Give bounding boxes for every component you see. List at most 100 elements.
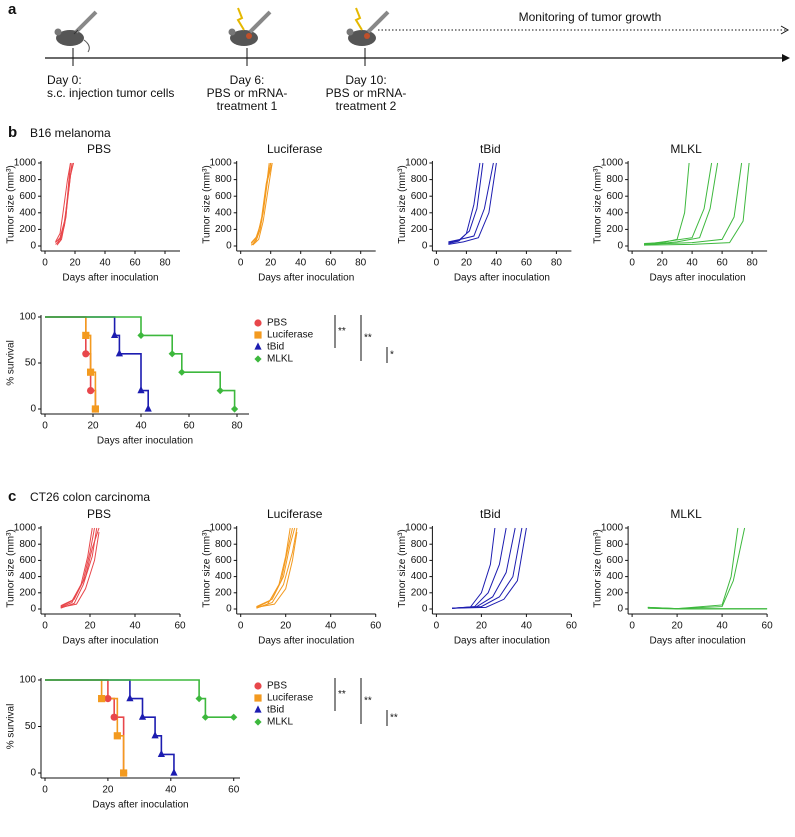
x-axis-label: Days after inoculation bbox=[97, 436, 193, 447]
x-tick-label: 20 bbox=[657, 258, 669, 269]
y-tick-label: 400 bbox=[19, 207, 36, 218]
step-text: Day 10: bbox=[345, 73, 386, 87]
marker bbox=[87, 387, 95, 395]
legend-label: PBS bbox=[267, 681, 287, 692]
y-tick-label: 200 bbox=[606, 587, 623, 598]
growth-curve bbox=[60, 527, 98, 609]
x-tick-label: 0 bbox=[42, 421, 48, 432]
marker bbox=[110, 713, 118, 721]
marker bbox=[120, 769, 128, 777]
marker bbox=[91, 405, 99, 413]
step-text: Day 6: bbox=[230, 73, 265, 87]
marker bbox=[201, 713, 210, 721]
significance-label: ** bbox=[338, 689, 346, 700]
growth-curve bbox=[644, 162, 750, 246]
panel-label: b bbox=[8, 124, 17, 141]
x-tick-label: 60 bbox=[325, 258, 337, 269]
x-tick-label: 20 bbox=[476, 621, 488, 632]
x-tick-label: 40 bbox=[491, 258, 503, 269]
x-tick-label: 0 bbox=[42, 258, 48, 269]
y-tick-label: 600 bbox=[215, 555, 232, 566]
y-tick-label: 50 bbox=[25, 358, 37, 369]
y-tick-label: 0 bbox=[226, 241, 232, 252]
x-tick-label: 40 bbox=[165, 785, 177, 796]
x-tick-label: 0 bbox=[434, 621, 440, 632]
marker bbox=[151, 731, 159, 739]
panel-label: a bbox=[8, 1, 17, 18]
y-tick-label: 600 bbox=[411, 191, 428, 202]
x-tick-label: 80 bbox=[231, 421, 243, 432]
legend-marker bbox=[254, 319, 262, 327]
x-tick-label: 60 bbox=[566, 621, 578, 632]
y-tick-label: 600 bbox=[606, 555, 623, 566]
x-tick-label: 40 bbox=[521, 621, 533, 632]
significance-label: ** bbox=[364, 696, 372, 707]
growth-curve bbox=[647, 527, 746, 610]
panel-title: CT26 colon carcinoma bbox=[30, 490, 150, 504]
x-tick-label: 20 bbox=[84, 621, 96, 632]
y-tick-label: 400 bbox=[411, 571, 428, 582]
y-tick-label: 100 bbox=[19, 312, 36, 323]
x-tick-label: 20 bbox=[69, 258, 81, 269]
step-text: PBS or mRNA- bbox=[326, 86, 407, 100]
survival-curve bbox=[45, 316, 97, 409]
step-text: treatment 2 bbox=[336, 99, 397, 113]
y-axis-label: Tumor size (mm³) bbox=[6, 165, 17, 244]
y-axis-label: Tumor size (mm³) bbox=[593, 529, 604, 608]
x-tick-label: 80 bbox=[355, 258, 367, 269]
growth-curve bbox=[448, 162, 494, 243]
growth-curve bbox=[250, 162, 273, 244]
marker bbox=[126, 694, 134, 702]
y-tick-label: 400 bbox=[19, 571, 36, 582]
growth-curve bbox=[452, 527, 523, 609]
y-tick-label: 0 bbox=[30, 604, 36, 615]
y-tick-label: 400 bbox=[606, 571, 623, 582]
y-tick-label: 800 bbox=[215, 539, 232, 550]
x-axis-label: Days after inoculation bbox=[454, 636, 550, 647]
y-tick-label: 1000 bbox=[405, 158, 428, 169]
y-tick-label: 100 bbox=[19, 675, 36, 686]
growth-curve bbox=[55, 162, 71, 243]
x-tick-label: 60 bbox=[228, 785, 240, 796]
y-axis-label: % survival bbox=[6, 704, 17, 750]
x-tick-label: 40 bbox=[717, 621, 729, 632]
chart-title: Luciferase bbox=[267, 507, 323, 521]
y-tick-label: 200 bbox=[215, 587, 232, 598]
significance-label: ** bbox=[364, 333, 372, 344]
chart-title: MLKL bbox=[670, 142, 702, 156]
survival-curve bbox=[45, 316, 97, 409]
x-tick-label: 0 bbox=[629, 258, 635, 269]
y-axis-label: % survival bbox=[6, 340, 17, 386]
y-tick-label: 800 bbox=[215, 174, 232, 185]
y-tick-label: 200 bbox=[411, 587, 428, 598]
marker bbox=[113, 732, 121, 740]
legend-marker bbox=[254, 694, 262, 702]
y-tick-label: 0 bbox=[422, 241, 428, 252]
x-axis-label: Days after inoculation bbox=[62, 636, 158, 647]
chart-title: tBid bbox=[480, 507, 501, 521]
x-tick-label: 40 bbox=[325, 621, 337, 632]
x-tick-label: 80 bbox=[747, 258, 759, 269]
x-tick-label: 0 bbox=[434, 258, 440, 269]
y-tick-label: 400 bbox=[215, 207, 232, 218]
x-tick-label: 0 bbox=[238, 258, 244, 269]
survival-curve bbox=[45, 316, 149, 409]
growth-curve bbox=[256, 527, 296, 608]
x-tick-label: 40 bbox=[295, 258, 307, 269]
x-tick-label: 40 bbox=[129, 621, 141, 632]
x-tick-label: 20 bbox=[102, 785, 114, 796]
x-tick-label: 20 bbox=[265, 258, 277, 269]
significance-label: ** bbox=[338, 326, 346, 337]
marker bbox=[144, 404, 152, 412]
chart-title: PBS bbox=[87, 507, 111, 521]
x-tick-label: 0 bbox=[629, 621, 635, 632]
y-tick-label: 1000 bbox=[405, 523, 428, 534]
marker bbox=[216, 387, 224, 395]
y-tick-label: 400 bbox=[215, 571, 232, 582]
x-tick-label: 60 bbox=[762, 621, 774, 632]
survival-curve bbox=[45, 316, 236, 409]
legend-label: MLKL bbox=[267, 354, 294, 365]
x-tick-label: 20 bbox=[672, 621, 684, 632]
x-tick-label: 0 bbox=[42, 621, 48, 632]
